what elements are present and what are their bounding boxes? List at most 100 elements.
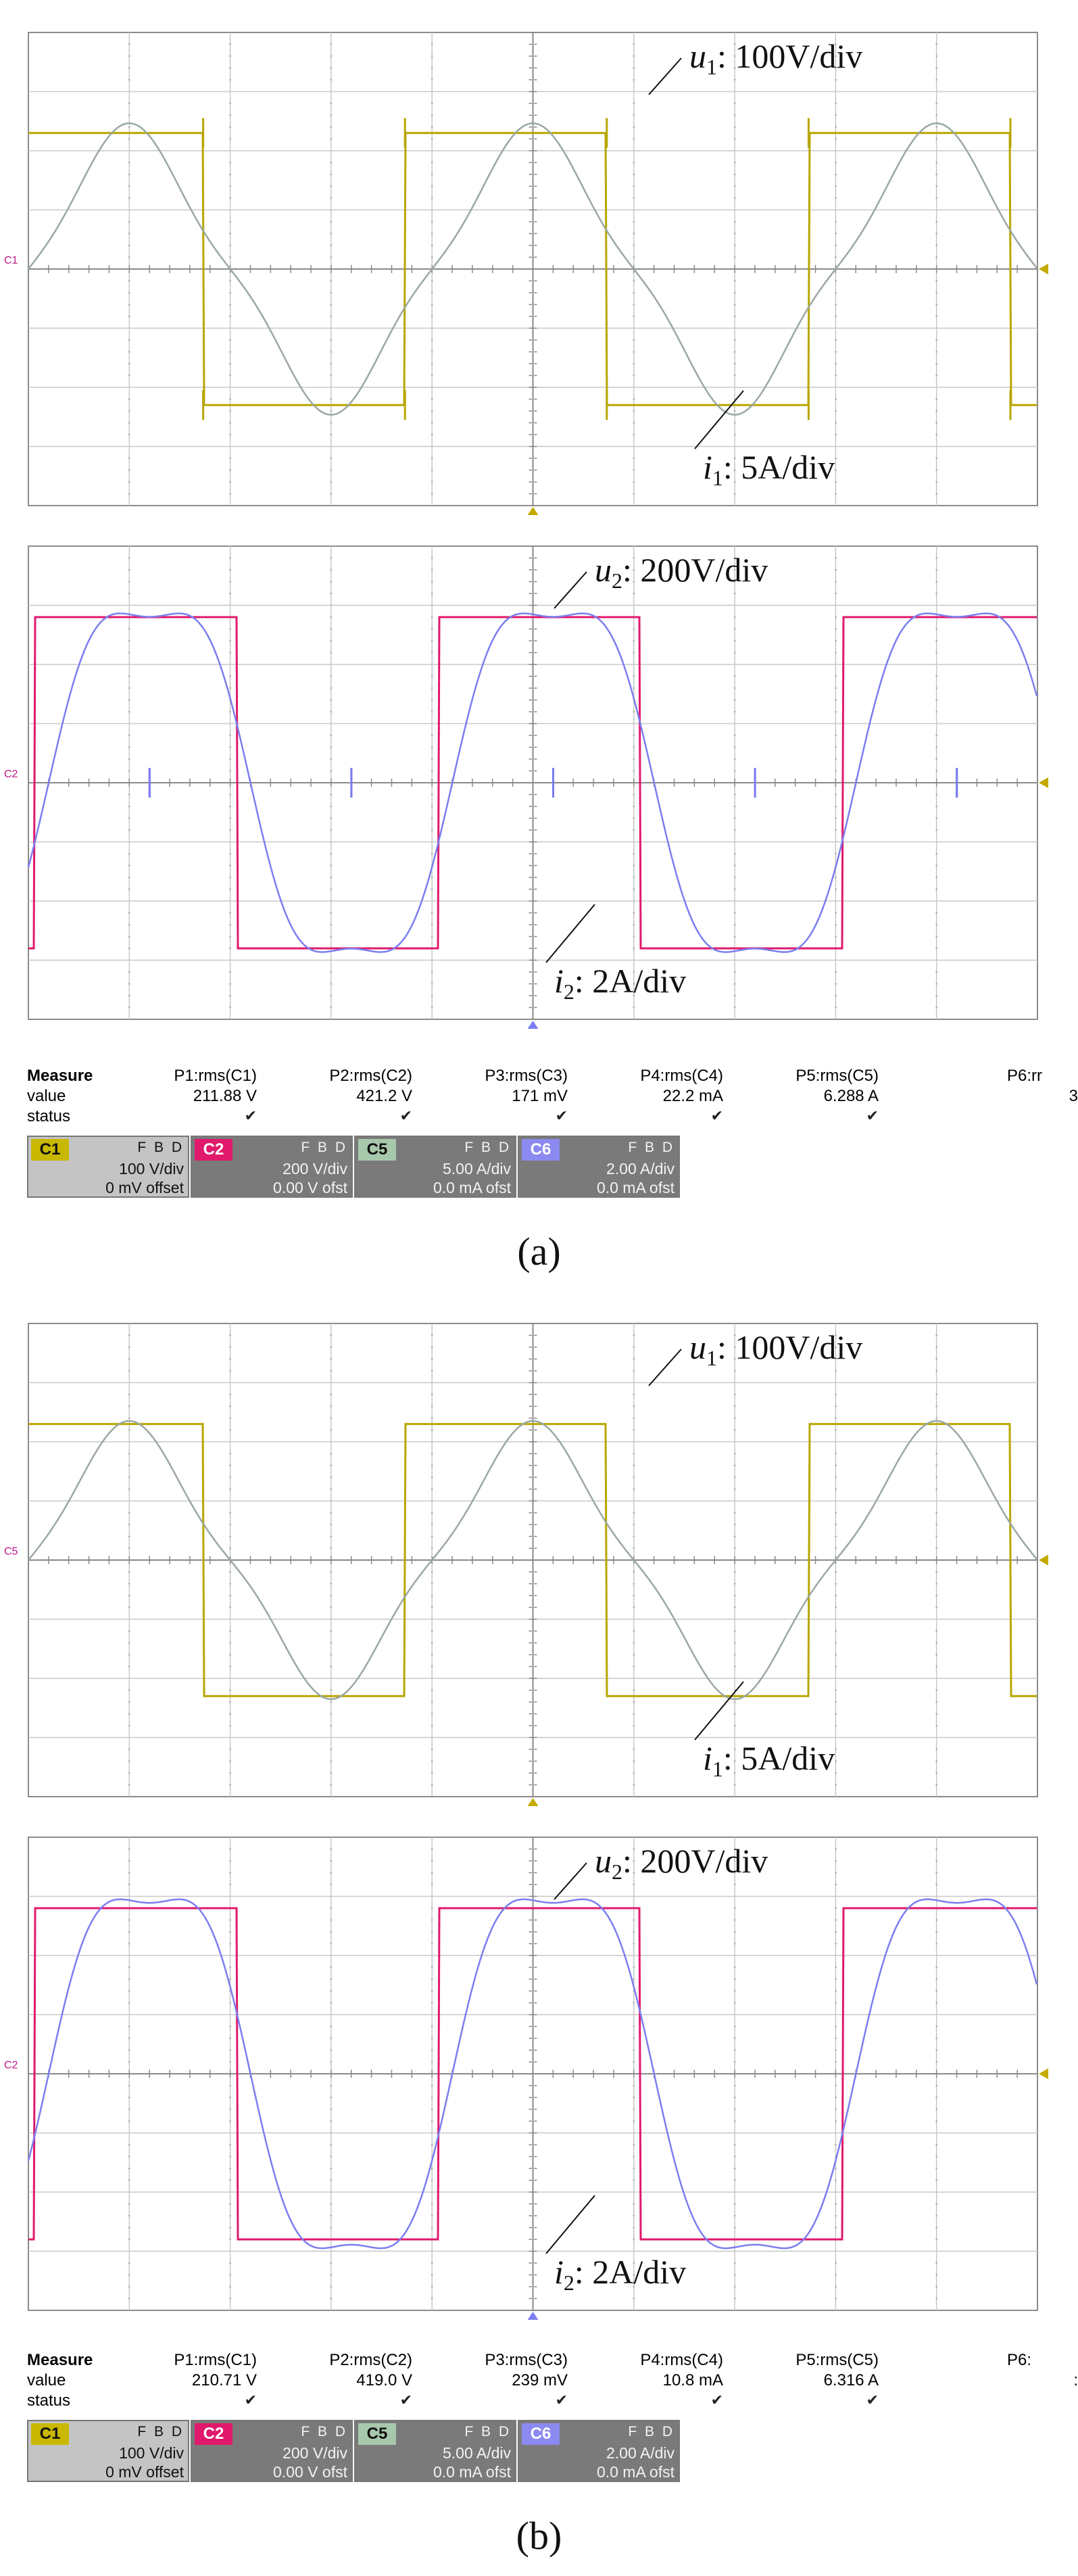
grid-dot bbox=[330, 935, 333, 938]
grid-dot bbox=[128, 852, 130, 855]
grid-dot bbox=[431, 315, 433, 318]
grid-dot bbox=[733, 362, 736, 365]
channel-c6-descriptor[interactable]: C6 F B D 2.00 A/div 0.0 mA ofst bbox=[518, 2420, 680, 2482]
grid-dot bbox=[128, 185, 130, 187]
grid-dot bbox=[935, 114, 938, 116]
grid-dot bbox=[128, 2143, 130, 2146]
grid-dot bbox=[835, 557, 837, 559]
grid-dot bbox=[633, 1476, 635, 1478]
grid-dot bbox=[330, 1488, 333, 1490]
channel-offset: 0.00 V ofst bbox=[273, 2463, 347, 2481]
grid-dot bbox=[532, 568, 534, 571]
grid-dot bbox=[935, 1772, 938, 1774]
grid-dot bbox=[229, 1860, 231, 1862]
grid-dot bbox=[330, 1571, 333, 1573]
trace-u2 bbox=[28, 1907, 1037, 2241]
annotation-arrow bbox=[554, 571, 587, 609]
grid-dot bbox=[633, 746, 635, 748]
grid-dot bbox=[229, 256, 231, 258]
grid-dot bbox=[532, 1860, 534, 1862]
channel-marker-label: C1 bbox=[4, 255, 18, 266]
grid-dot bbox=[633, 1346, 635, 1348]
grid-dot bbox=[935, 1393, 938, 1396]
grid-dot bbox=[128, 876, 130, 879]
grid-dot bbox=[431, 581, 433, 583]
grid-dot bbox=[733, 114, 736, 116]
channel-c5-descriptor[interactable]: C5 F B D 5.00 A/div 0.0 mA ofst bbox=[354, 2420, 516, 2482]
grid-dot bbox=[633, 291, 635, 294]
grid-dot bbox=[229, 303, 231, 306]
grid-dot bbox=[935, 1630, 938, 1632]
grid-dot bbox=[229, 865, 231, 867]
channel-c2-descriptor[interactable]: C2 F B D 200 V/div 0.00 V ofst bbox=[191, 2420, 353, 2482]
grid-dot bbox=[835, 1453, 837, 1455]
grid-dot bbox=[532, 1784, 534, 1786]
grid-dot bbox=[229, 1978, 231, 1980]
grid-dot bbox=[835, 433, 837, 436]
grid-dot bbox=[935, 1405, 938, 1407]
channel-c2-descriptor[interactable]: C2 F B D 200 V/div 0.00 V ofst bbox=[191, 1136, 353, 1198]
trace-i2 bbox=[27, 1898, 1038, 2250]
grid-dot bbox=[935, 1547, 938, 1549]
series-label-i2: i2: 2A/div bbox=[554, 2253, 686, 2295]
grid-dot bbox=[835, 1582, 837, 1585]
grid-dot bbox=[229, 315, 231, 318]
grid-dot bbox=[633, 244, 635, 247]
grid-dot bbox=[128, 805, 130, 808]
grid-dot bbox=[633, 197, 635, 199]
grid-dot bbox=[733, 2061, 736, 2063]
figure-caption-a: (a) bbox=[517, 1230, 561, 1273]
grid-dot bbox=[431, 469, 433, 471]
grid-dot bbox=[733, 2167, 736, 2170]
grid-dot bbox=[835, 1334, 837, 1336]
grid-dot bbox=[935, 1724, 938, 1727]
measure-value: 171 mV bbox=[512, 1087, 568, 1105]
grid-dot bbox=[733, 315, 736, 318]
grid-dot bbox=[532, 1760, 534, 1762]
grid-dot bbox=[835, 652, 837, 654]
grid-dot bbox=[532, 1848, 534, 1850]
grid-dot bbox=[330, 1872, 333, 1874]
grid-dot bbox=[229, 2049, 231, 2051]
channel-c6-descriptor[interactable]: C6 F B D 2.00 A/div 0.0 mA ofst bbox=[518, 1136, 680, 1198]
grid-dot bbox=[229, 2298, 231, 2300]
grid-dot bbox=[935, 794, 938, 796]
grid-dot bbox=[532, 2203, 534, 2205]
grid-dot bbox=[835, 876, 837, 879]
grid-dot bbox=[633, 2262, 635, 2264]
grid-dot bbox=[633, 1571, 635, 1573]
grid-dot bbox=[128, 1919, 130, 1921]
grid-dot bbox=[431, 2298, 433, 2300]
grid-dot bbox=[935, 1872, 938, 1874]
grid-dot bbox=[935, 1417, 938, 1419]
grid-dot bbox=[733, 710, 736, 713]
grid-dot bbox=[128, 2120, 130, 2122]
grid-dot bbox=[229, 1724, 231, 1727]
grid-dot bbox=[835, 1595, 837, 1597]
grid-dot bbox=[835, 362, 837, 365]
channel-c1-descriptor[interactable]: C1 F B D 100 V/div 0 mV offset bbox=[27, 1136, 189, 1198]
grid-dot bbox=[431, 220, 433, 223]
grid-dot bbox=[733, 1358, 736, 1360]
channel-c1-descriptor[interactable]: C1 F B D 100 V/div 0 mV offset bbox=[27, 2420, 189, 2482]
grid-dot bbox=[532, 2179, 534, 2181]
series-label-u2: u2: 200V/div bbox=[595, 1842, 768, 1884]
channel-c5-descriptor[interactable]: C5 F B D 5.00 A/div 0.0 mA ofst bbox=[354, 1136, 516, 1198]
grid-dot bbox=[229, 291, 231, 294]
trigger-marker-icon bbox=[527, 2312, 539, 2320]
grid-dot bbox=[532, 2227, 534, 2229]
grid-dot bbox=[633, 256, 635, 258]
grid-dot bbox=[935, 1429, 938, 1431]
grid-dot bbox=[633, 1429, 635, 1431]
grid-dot bbox=[229, 1872, 231, 1874]
grid-dot bbox=[835, 457, 837, 460]
grid-dot bbox=[229, 1701, 231, 1703]
grid-dot bbox=[633, 1860, 635, 1862]
grid-dot bbox=[229, 433, 231, 436]
grid-dot bbox=[128, 1848, 130, 1850]
grid-dot bbox=[330, 1547, 333, 1549]
grid-dot bbox=[128, 43, 130, 45]
grid-dot bbox=[835, 1724, 837, 1727]
grid-dot bbox=[431, 1571, 433, 1573]
grid-dot bbox=[128, 1334, 130, 1336]
